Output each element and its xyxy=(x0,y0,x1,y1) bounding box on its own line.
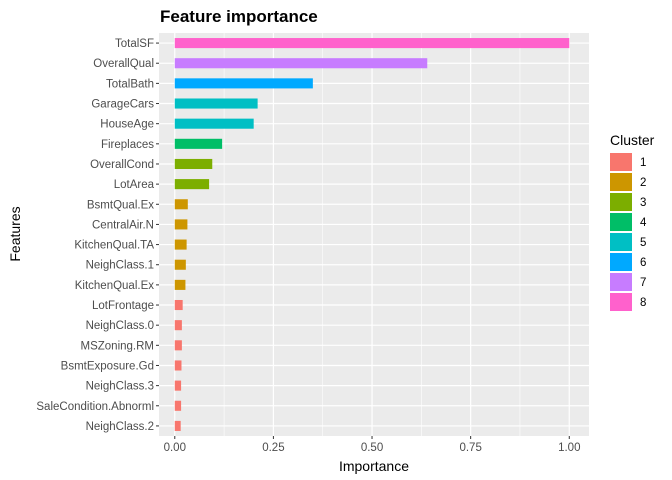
legend-label: 6 xyxy=(640,257,646,269)
legend-swatch-8 xyxy=(610,293,632,311)
bar-GarageCars xyxy=(174,98,258,109)
bar-MSZoning.RM xyxy=(174,340,182,351)
y-tick-label: CentralAir.N xyxy=(92,219,154,231)
bar-NeighClass.0 xyxy=(174,320,182,331)
y-tick-label: BsmtExposure.Gd xyxy=(61,360,154,372)
y-tick-label: TotalBath xyxy=(106,78,154,90)
y-tick-label: LotArea xyxy=(114,179,155,191)
legend: Cluster 1 2 3 4 5 6 7 8 xyxy=(610,132,655,311)
legend-label: 3 xyxy=(640,197,646,209)
chart-title: Feature importance xyxy=(160,7,318,26)
bar-TotalSF xyxy=(174,38,570,49)
bar-OverallQual xyxy=(174,58,428,69)
bar-KitchenQual.TA xyxy=(174,239,187,250)
bar-OverallCond xyxy=(174,158,213,170)
bar-CentralAir.N xyxy=(174,219,188,230)
x-tick-label: 0.25 xyxy=(262,442,284,454)
plot-panel xyxy=(159,33,589,436)
bar-NeighClass.3 xyxy=(174,380,182,391)
bar-HouseAge xyxy=(174,118,254,129)
bars xyxy=(174,38,570,431)
legend-label: 2 xyxy=(640,177,646,189)
bar-TotalBath xyxy=(174,78,313,89)
legend-swatch-2 xyxy=(610,173,632,191)
bar-LotFrontage xyxy=(174,299,183,311)
y-tick-label: SaleCondition.Abnorml xyxy=(36,401,154,413)
legend-swatch-1 xyxy=(610,153,632,171)
legend-swatch-6 xyxy=(610,253,632,271)
legend-label: 4 xyxy=(640,217,647,229)
y-axis: TotalSF OverallQual TotalBath GarageCars Hou… xyxy=(36,38,159,433)
y-tick-label: TotalSF xyxy=(115,38,154,50)
x-tick-label: 0.50 xyxy=(361,442,383,454)
y-tick-label: MSZoning.RM xyxy=(81,340,155,352)
x-tick-label: 1.00 xyxy=(558,442,580,454)
bar-LotArea xyxy=(174,179,210,190)
legend-swatch-7 xyxy=(610,273,632,291)
legend-label: 1 xyxy=(640,157,646,169)
bar-BsmtQual.Ex xyxy=(174,199,188,210)
y-tick-label: NeighClass.2 xyxy=(86,421,154,433)
legend-swatch-3 xyxy=(610,193,632,211)
y-tick-label: GarageCars xyxy=(91,99,154,111)
y-tick-label: OverallQual xyxy=(93,58,154,70)
legend-swatch-5 xyxy=(610,233,632,251)
x-tick-label: 0.00 xyxy=(164,442,186,454)
bar-NeighClass.1 xyxy=(174,259,186,270)
y-axis-title: Features xyxy=(7,206,23,261)
legend-swatch-4 xyxy=(610,213,632,231)
legend-label: 7 xyxy=(640,277,646,289)
y-tick-label: KitchenQual.TA xyxy=(74,240,154,252)
y-tick-label: NeighClass.0 xyxy=(86,320,154,332)
bar-SaleCondition.Abnorml xyxy=(174,400,182,411)
bar-NeighClass.2 xyxy=(174,420,181,431)
legend-title: Cluster xyxy=(610,132,655,148)
y-tick-label: NeighClass.1 xyxy=(86,260,154,272)
y-tick-label: HouseAge xyxy=(100,119,154,131)
legend-label: 8 xyxy=(640,297,646,309)
bar-Fireplaces xyxy=(174,138,223,149)
x-axis-title: Importance xyxy=(339,458,409,474)
x-axis: 0.00 0.25 0.50 0.75 1.00 xyxy=(164,436,580,454)
y-tick-label: OverallCond xyxy=(90,159,154,171)
x-tick-label: 0.75 xyxy=(459,442,481,454)
y-tick-label: NeighClass.3 xyxy=(86,381,154,393)
legend-label: 5 xyxy=(640,237,646,249)
y-tick-label: Fireplaces xyxy=(101,139,154,151)
bar-KitchenQual.Ex xyxy=(174,279,186,290)
bar-BsmtExposure.Gd xyxy=(174,360,182,371)
y-tick-label: KitchenQual.Ex xyxy=(75,280,155,292)
y-tick-label: LotFrontage xyxy=(92,300,154,312)
y-tick-label: BsmtQual.Ex xyxy=(87,199,154,211)
grid-minor xyxy=(223,33,521,436)
